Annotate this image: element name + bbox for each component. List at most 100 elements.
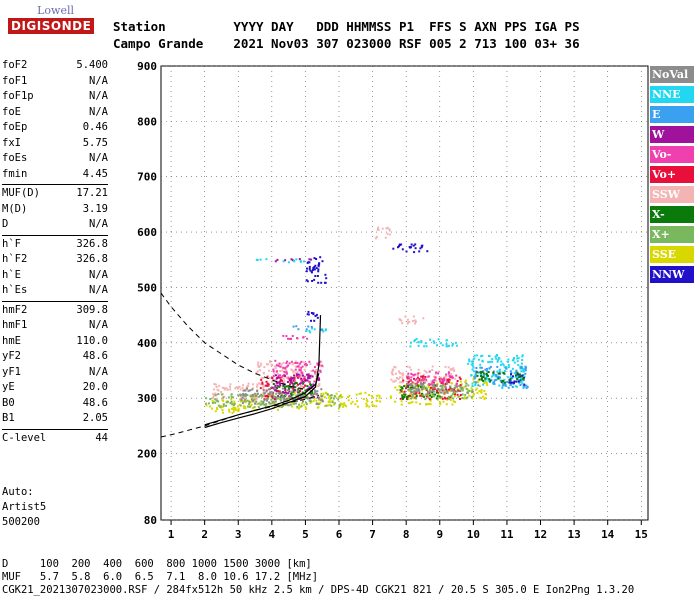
echo-point xyxy=(246,394,249,396)
echo-point xyxy=(471,389,474,392)
echo-point xyxy=(476,374,479,377)
echo-point xyxy=(242,405,245,408)
param-row: hmF2 309.8 xyxy=(2,303,108,319)
echo-point xyxy=(526,385,529,388)
echo-point xyxy=(309,401,312,404)
echo-point xyxy=(435,397,438,400)
echo-point xyxy=(414,373,416,376)
echo-point xyxy=(401,322,404,325)
echo-point xyxy=(418,250,421,253)
echo-point xyxy=(272,368,275,371)
echo-point xyxy=(413,251,416,254)
echo-point xyxy=(290,396,293,399)
echo-point xyxy=(280,406,283,409)
echo-point xyxy=(375,405,378,408)
echo-point xyxy=(410,388,413,391)
echo-point xyxy=(255,398,258,401)
echo-point xyxy=(260,362,263,365)
echo-point xyxy=(317,264,320,267)
echo-point xyxy=(262,393,265,396)
echo-point xyxy=(488,378,491,381)
echo-point xyxy=(259,383,262,386)
echo-point xyxy=(476,392,479,395)
echo-point xyxy=(296,337,298,340)
echo-point xyxy=(302,375,305,378)
echo-point xyxy=(493,381,495,384)
echo-point xyxy=(312,399,315,402)
echo-point xyxy=(295,394,298,397)
echo-point xyxy=(345,405,348,408)
echo-point xyxy=(487,361,490,364)
echo-point xyxy=(503,378,506,381)
echo-point xyxy=(300,374,303,377)
echo-point xyxy=(373,404,375,407)
echo-point xyxy=(417,374,419,377)
echo-point xyxy=(245,386,248,389)
echo-point xyxy=(465,397,468,400)
echo-point xyxy=(307,376,310,379)
echo-point xyxy=(271,391,274,394)
echo-point xyxy=(410,341,412,344)
echo-point xyxy=(406,318,409,321)
echo-point xyxy=(473,354,476,357)
echo-point xyxy=(315,375,318,378)
param-name: foF1 xyxy=(2,74,28,87)
echo-point xyxy=(216,408,219,411)
echo-point xyxy=(221,399,224,401)
echo-point xyxy=(482,395,484,398)
echo-point xyxy=(306,385,309,388)
echo-point xyxy=(251,397,253,400)
echo-point xyxy=(433,375,435,378)
echo-point xyxy=(204,402,207,405)
echo-point xyxy=(302,377,305,380)
echo-point xyxy=(465,388,468,390)
echo-point xyxy=(472,366,475,369)
echo-point xyxy=(305,270,308,273)
echo-point xyxy=(282,385,285,387)
echo-point xyxy=(438,395,441,398)
echo-point xyxy=(309,392,312,394)
echo-point xyxy=(403,396,406,399)
echo-point xyxy=(365,405,368,408)
echo-point xyxy=(233,400,236,403)
echo-point xyxy=(285,335,288,338)
echo-point xyxy=(503,370,506,372)
echo-point xyxy=(211,399,214,402)
echo-point xyxy=(348,394,351,397)
echo-point xyxy=(512,375,514,378)
echo-point xyxy=(338,405,341,408)
echo-point xyxy=(304,389,307,392)
echo-point xyxy=(429,394,431,397)
echo-point xyxy=(289,392,292,395)
echo-point xyxy=(347,399,350,402)
echo-point xyxy=(213,383,216,385)
echo-point xyxy=(293,379,296,382)
echo-point xyxy=(441,378,443,381)
echo-point xyxy=(425,387,428,390)
echo-point xyxy=(258,382,261,385)
echo-point xyxy=(243,396,246,399)
echo-point xyxy=(506,381,509,383)
echo-point xyxy=(452,397,455,400)
echo-point xyxy=(444,383,447,386)
echo-point xyxy=(407,374,410,377)
echo-point xyxy=(429,383,432,386)
echo-point xyxy=(461,393,464,396)
echo-point xyxy=(431,389,434,392)
echo-point xyxy=(477,384,480,387)
echo-point xyxy=(311,375,314,378)
echo-point xyxy=(304,365,307,368)
echo-point xyxy=(421,392,424,395)
echo-point xyxy=(249,389,252,392)
echo-point xyxy=(276,382,279,385)
echo-point xyxy=(285,362,288,365)
echo-point xyxy=(284,259,287,262)
echo-point xyxy=(305,395,308,398)
echo-point xyxy=(394,400,397,403)
echo-point xyxy=(399,372,402,375)
echo-point xyxy=(260,393,263,396)
echo-point xyxy=(501,362,504,365)
echo-point xyxy=(303,375,306,378)
echo-point xyxy=(283,394,286,397)
echo-point xyxy=(488,355,491,358)
